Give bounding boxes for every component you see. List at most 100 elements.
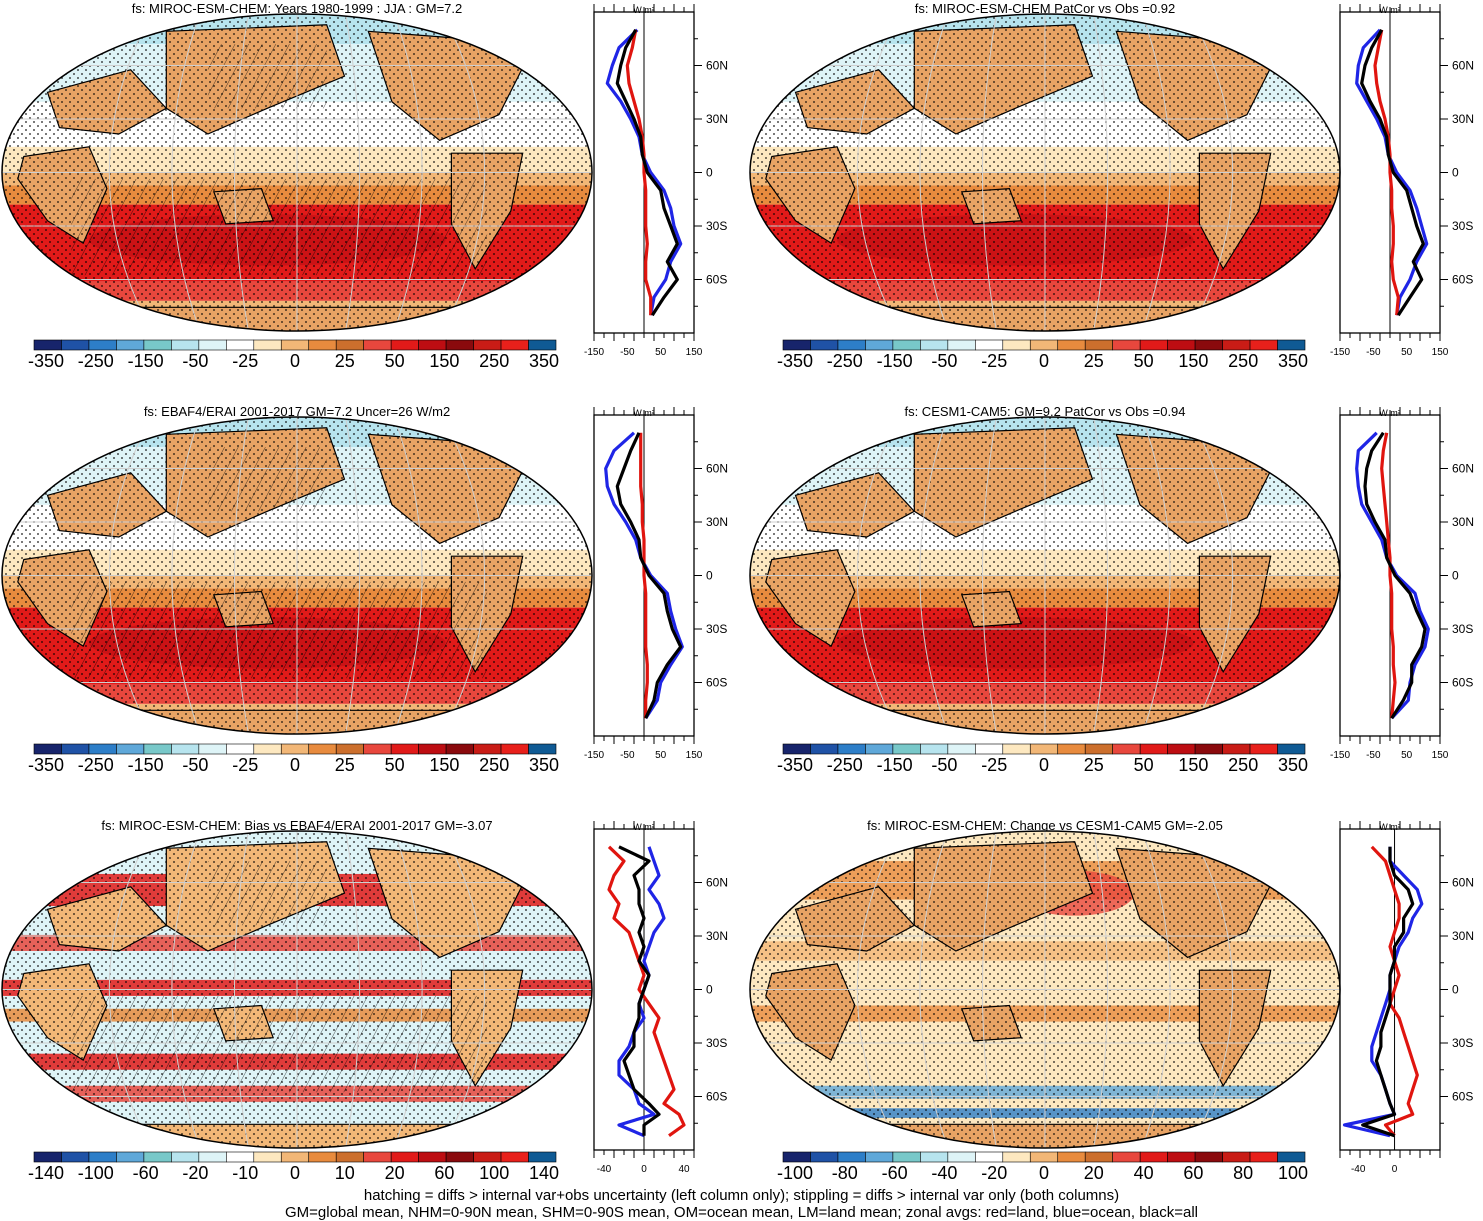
colorbar-cell [782, 743, 811, 755]
colorbar-cell [500, 1151, 529, 1163]
profile-ytick-label: 60S [706, 676, 727, 690]
panel-4: fs: CESM1-CAM5: GM=9.2 PatCor vs Obs =0.… [749, 404, 1474, 775]
colorbar-cell [280, 1151, 310, 1163]
colorbar-label: 50 [1134, 351, 1154, 371]
graticule-line [171, 14, 201, 331]
colorbar-cell [61, 1151, 90, 1163]
graticule-line [1141, 417, 1171, 734]
profile-line-land [625, 29, 653, 316]
profile-ytick-label: 30S [1452, 219, 1473, 233]
colorbar-label: 20 [385, 1163, 405, 1183]
profile-ytick-label: 0 [706, 569, 713, 583]
colorbar-cell [445, 1151, 474, 1163]
footnote-hatching: hatching = diffs > internal var+obs unce… [363, 1187, 1120, 1204]
graticule-line [981, 831, 998, 1148]
colorbar-label: 80 [1233, 1163, 1253, 1183]
colorbar-cell [1167, 743, 1196, 755]
colorbar-cell [865, 339, 894, 351]
profile-line-all [618, 845, 661, 1136]
profile-xtick-label: 50 [655, 750, 667, 761]
panel-title: fs: MIROC-ESM-CHEM: Years 1980-1999 : JJ… [132, 1, 463, 16]
colorbar-cell [1194, 1151, 1223, 1163]
profile-xtick-label: 50 [655, 347, 667, 358]
graticule-line [1092, 831, 1109, 1148]
colorbar-cell [1029, 743, 1059, 755]
graticule-line [441, 831, 486, 1148]
colorbar-label: -40 [931, 1163, 957, 1183]
colorbar-label: 100 [1278, 1163, 1308, 1183]
map-field [750, 831, 1340, 1148]
graticule-line [108, 417, 153, 734]
colorbar-label: 25 [335, 755, 355, 775]
colorbar-label: -350 [777, 351, 813, 371]
graticule-line [1141, 831, 1171, 1148]
colorbar-cell [1277, 339, 1306, 351]
colorbar-label: 60 [434, 1163, 454, 1183]
profile-ytick-label: 30N [1452, 929, 1474, 943]
colorbar-cell [1139, 339, 1168, 351]
graticule-line [1092, 14, 1109, 331]
graticule-line [919, 417, 949, 734]
profile-ytick-label: 30N [706, 929, 728, 943]
graticule-line [981, 417, 998, 734]
colorbar-cell [473, 743, 502, 755]
graticule-line [1189, 417, 1234, 734]
colorbar-cell [1139, 1151, 1168, 1163]
profile-ytick-label: 60S [706, 1090, 727, 1104]
graticule-line [344, 831, 361, 1148]
profile-xtick-label: 40 [678, 1164, 690, 1175]
graticule-line [1092, 417, 1109, 734]
profile-ytick-label: 60N [706, 462, 728, 476]
colorbar-cell [1249, 1151, 1278, 1163]
colorbar-cell [1112, 743, 1141, 755]
colorbar-cell [975, 743, 1004, 755]
profile-ytick-label: 30N [706, 515, 728, 529]
colorbar-cell [1029, 339, 1059, 351]
graticule-line [1189, 831, 1234, 1148]
map-field [2, 14, 592, 331]
colorbar-cell [1194, 339, 1223, 351]
colorbar-label: -150 [128, 755, 164, 775]
hatching-overlay [207, 447, 327, 512]
colorbar-cell [473, 1151, 502, 1163]
hatching-overlay [71, 581, 488, 679]
profile-xtick-label: -50 [620, 347, 635, 358]
colorbar-cell [947, 743, 976, 755]
profile-line-all [615, 432, 683, 719]
colorbar-cell [947, 1151, 976, 1163]
colorbar-label: 50 [385, 755, 405, 775]
colorbar-label: 50 [385, 351, 405, 371]
colorbar-cell [1084, 339, 1113, 351]
colorbar-cell [1084, 1151, 1113, 1163]
colorbar-cell [1112, 339, 1141, 351]
map-field [750, 14, 1340, 331]
colorbar-label: 350 [529, 351, 559, 371]
colorbar-label: -25 [232, 755, 258, 775]
colorbar-cell [418, 339, 447, 351]
colorbar-label: 20 [1084, 1163, 1104, 1183]
graticule-line [393, 831, 423, 1148]
colorbar-label: -150 [128, 351, 164, 371]
colorbar-cell [1002, 743, 1031, 755]
profile-line-all [1361, 846, 1415, 1138]
profile-line-all [1363, 431, 1427, 720]
colorbar-cell [920, 1151, 949, 1163]
colorbar-cell [810, 743, 839, 755]
hatching-overlay [207, 44, 327, 109]
graticule-line [108, 14, 153, 331]
colorbar-label: -60 [882, 1163, 908, 1183]
map-outline [1, 13, 593, 332]
colorbar-cell [253, 1151, 282, 1163]
profile-ytick-label: 30S [706, 219, 727, 233]
colorbar-cell [837, 339, 866, 351]
colorbar-label: -250 [78, 351, 114, 371]
colorbar-cell [363, 339, 392, 351]
colorbar-cell [1249, 339, 1278, 351]
colorbar-cell [171, 339, 200, 351]
colorbar-cell [445, 339, 474, 351]
colorbar-cell [143, 743, 172, 755]
colorbar-cell [975, 1151, 1004, 1163]
colorbar-cell [418, 1151, 447, 1163]
panel-3: fs: EBAF4/ERAI 2001-2017 GM=7.2 Uncer=26… [1, 404, 728, 775]
